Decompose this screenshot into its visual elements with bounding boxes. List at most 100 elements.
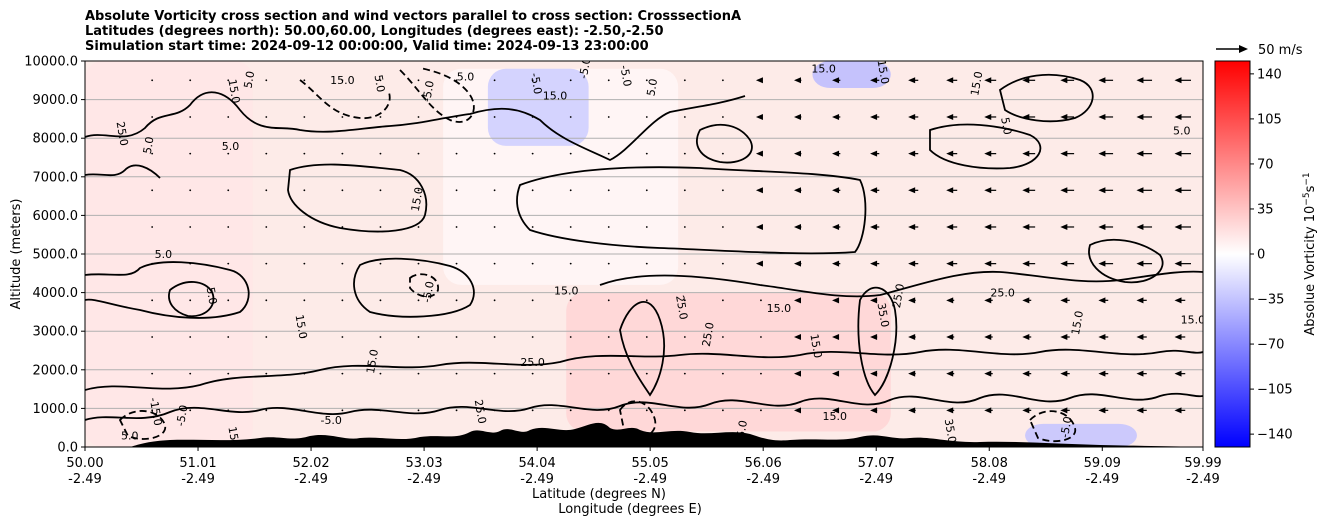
wind-vector [341, 262, 344, 265]
wind-vector-head [793, 333, 801, 340]
wind-vector [607, 226, 610, 228]
wind-vector-head [1174, 113, 1182, 120]
wind-vector [683, 116, 686, 118]
colorbar-gradient [1215, 61, 1250, 447]
wind-vector [569, 79, 572, 82]
wind-vector-head [832, 407, 840, 414]
wind-vector-head [870, 260, 878, 267]
wind-vector [417, 152, 420, 155]
wind-vector [607, 152, 610, 155]
wind-vector [379, 189, 382, 192]
wind-vector [569, 226, 572, 228]
contour-label: 15.0 [1181, 313, 1206, 326]
contour-label: 15.0 [823, 410, 848, 423]
wind-vector-head [1098, 407, 1106, 414]
contour-line [85, 348, 1203, 391]
contour-label: 15.0 [767, 302, 792, 315]
wind-vector-head [1060, 333, 1068, 340]
contour-label: 35.0 [874, 302, 891, 328]
wind-vector [265, 79, 268, 82]
wind-vector-head [793, 370, 801, 377]
wind-vector-head [984, 77, 992, 84]
wind-vector [531, 79, 534, 82]
wind-vector [151, 189, 154, 192]
wind-vector-head [793, 77, 801, 84]
contour-line [998, 73, 1094, 123]
colorbar-tick-label: 70 [1257, 157, 1274, 172]
wind-vector [531, 336, 534, 338]
wind-vector [455, 336, 458, 338]
wind-vector [303, 409, 306, 412]
wind-vector [151, 116, 154, 118]
y-tick-label: 4000.0 [33, 286, 79, 301]
wind-vector [341, 116, 344, 118]
wind-vector [455, 409, 458, 412]
wind-vector [265, 116, 268, 118]
wind-vector [189, 299, 192, 302]
x-tick-label-lat: 59.99 [1184, 456, 1221, 471]
wind-vector [341, 299, 344, 302]
contour-label: 25.0 [520, 356, 545, 369]
wind-vector-head [946, 370, 954, 377]
wind-vector-head [1136, 77, 1144, 84]
wind-vector [303, 262, 306, 265]
wind-vector-head [1136, 187, 1144, 194]
wind-vector [569, 336, 572, 338]
x-axis-label-latitude: Latitude (degrees N) [532, 487, 666, 502]
wind-vector-head [1174, 370, 1182, 377]
wind-vector [683, 262, 686, 265]
contour-label: 5.0 [121, 429, 139, 442]
contour-line [1088, 238, 1164, 284]
wind-vector-head [832, 113, 840, 120]
wind-vector [721, 336, 724, 338]
wind-vector-head [1022, 370, 1030, 377]
wind-vector [151, 336, 154, 338]
wind-vector [493, 372, 496, 375]
wind-vector-head [870, 370, 878, 377]
wind-vector-head [946, 113, 954, 120]
x-tick-label-lat: 56.06 [745, 456, 782, 471]
wind-vector [645, 336, 648, 338]
x-tick-label-lon: -2.49 [972, 472, 1006, 487]
colorbar-tick-label: 105 [1257, 112, 1282, 127]
y-tick-label: 5000.0 [33, 248, 79, 263]
wind-vector [189, 336, 192, 338]
wind-vector-head [1098, 113, 1106, 120]
wind-vector-head [1174, 333, 1182, 340]
x-tick-label-lat: 54.04 [519, 456, 556, 471]
wind-vector-head [870, 297, 878, 304]
wind-vector [265, 299, 268, 302]
wind-vector [721, 79, 724, 82]
colorbar-ticks: 140 105 70 35 0 −35 −70 −105 −140 [1250, 67, 1293, 443]
wind-vector [493, 409, 496, 412]
wind-vector-head [1022, 150, 1030, 157]
wind-vector [379, 409, 382, 412]
contour-label: 25.0 [673, 294, 690, 320]
contour-label: 15.0 [968, 70, 985, 96]
contour-label: -5.0 [420, 280, 437, 303]
wind-vector [341, 79, 344, 82]
wind-vector-head [1060, 407, 1068, 414]
wind-vector [493, 189, 496, 192]
wind-vector [493, 299, 496, 302]
colorbar-label-unit: s [1303, 185, 1318, 192]
wind-vector [455, 372, 458, 375]
wind-vector [417, 189, 420, 192]
wind-vector [607, 372, 610, 375]
wind-vector-head [870, 150, 878, 157]
wind-vector-head [908, 333, 916, 340]
wind-vector [151, 409, 154, 412]
wind-vector-head [793, 223, 801, 230]
wind-vector [531, 189, 534, 192]
wind-vector [721, 372, 724, 375]
y-tick-label: 2000.0 [33, 363, 79, 378]
wind-vector [455, 116, 458, 118]
contour-label: 15.0 [811, 63, 836, 76]
contour-line [85, 91, 746, 162]
wind-vector-head [1174, 187, 1182, 194]
wind-vector [721, 189, 724, 192]
wind-vector [417, 372, 420, 375]
x-tick-label-lat: 53.03 [405, 456, 442, 471]
wind-vector-head [832, 77, 840, 84]
contour-label: 5.0 [155, 248, 173, 261]
